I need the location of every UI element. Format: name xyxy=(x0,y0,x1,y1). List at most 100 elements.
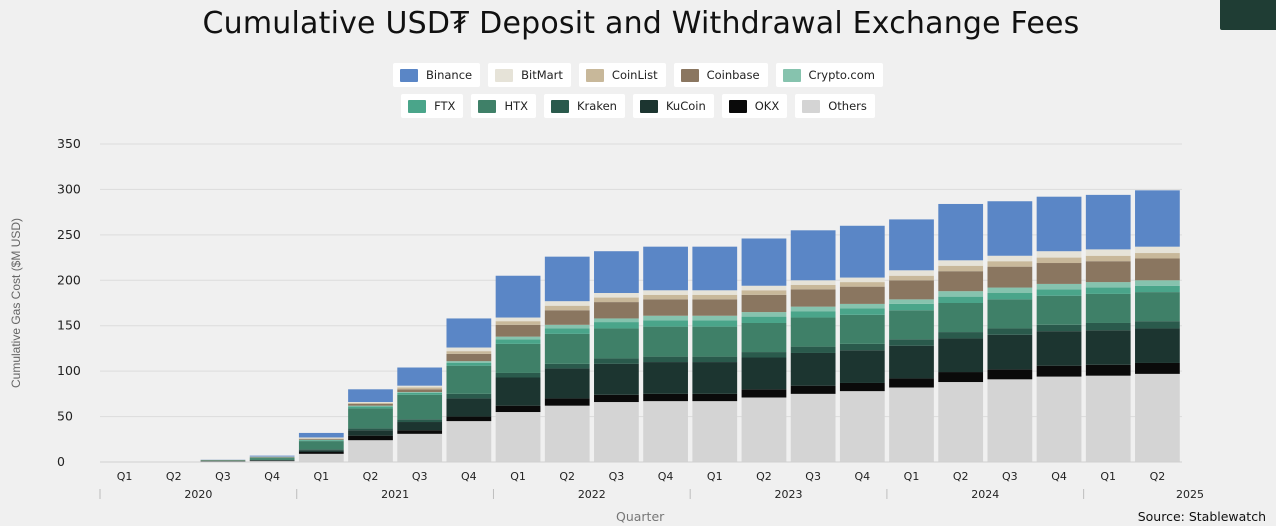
bar-segment-crypto-com xyxy=(397,392,443,393)
bar-segment-bitmart xyxy=(495,317,541,322)
bar-segment-coinlist xyxy=(446,351,492,354)
bar-segment-bitmart xyxy=(889,270,934,276)
bar-segment-binance xyxy=(741,238,787,286)
bar-segment-coinbase xyxy=(348,403,393,406)
x-tick-label: Q4 xyxy=(461,470,477,483)
bar-segment-coinlist xyxy=(594,297,639,303)
bar-segment-kraken xyxy=(1085,322,1131,331)
bar-segment-others xyxy=(495,412,541,462)
y-axis-label: Cumulative Gas Cost ($M USD) xyxy=(9,218,23,388)
bar-segment-binance xyxy=(544,256,590,302)
legend-item-okx: OKX xyxy=(721,94,788,118)
bar-segment-okx xyxy=(889,378,934,388)
bar-segment-htx xyxy=(495,343,541,373)
bar-segment-binance xyxy=(594,251,639,293)
bar-segment-htx xyxy=(446,365,492,394)
legend-row-2: FTX HTX Kraken KuCoin OKX Others xyxy=(0,94,1276,118)
bar-segment-binance xyxy=(1135,190,1180,247)
bar-segment-binance xyxy=(643,246,688,291)
legend-swatch xyxy=(408,99,427,113)
bar-segment-htx xyxy=(987,299,1033,329)
bar-segment-coinlist xyxy=(741,290,787,295)
bar-segment-bitmart xyxy=(1135,246,1180,254)
x-tick-label: Q1 xyxy=(1100,470,1116,483)
y-tick-label: 50 xyxy=(57,409,73,424)
bar-segment-coinbase xyxy=(397,389,443,393)
bar-segment-bitmart xyxy=(348,402,393,403)
bar-segment-htx xyxy=(1135,292,1180,322)
bar-segment-bitmart xyxy=(692,290,738,295)
bar-segment-coinlist xyxy=(1036,257,1082,264)
bar-segment-crypto-com xyxy=(889,299,934,304)
bar-segment-crypto-com xyxy=(987,287,1033,293)
legend-item-kucoin: KuCoin xyxy=(632,94,714,118)
legend-swatch xyxy=(585,68,604,82)
legend-item-others: Others xyxy=(795,94,875,118)
bar-segment-binance xyxy=(495,275,541,318)
x-tick-label: Q1 xyxy=(510,470,526,483)
bar-segment-coinbase xyxy=(446,353,492,362)
bar-segment-htx xyxy=(643,326,688,357)
bar-segment-htx xyxy=(348,408,393,429)
bar-segment-bitmart xyxy=(839,277,885,283)
bar-segment-crypto-com xyxy=(446,361,492,363)
bar-segment-bitmart xyxy=(790,280,836,285)
bar-segment-binance xyxy=(839,225,885,278)
bar-segment-ftx xyxy=(1135,285,1180,293)
bar-segment-kraken xyxy=(987,328,1033,335)
bar-segment-kraken xyxy=(348,428,393,431)
bar-segment-kucoin xyxy=(839,350,885,383)
bar-segment-kucoin xyxy=(446,398,492,417)
legend-item-ftx: FTX xyxy=(401,94,464,118)
bar-segment-coinbase xyxy=(741,294,787,313)
bar-segment-ftx xyxy=(446,362,492,366)
bar-segment-kucoin xyxy=(643,362,688,394)
bar-segment-binance xyxy=(692,246,738,291)
bar-segment-crypto-com xyxy=(1135,280,1180,286)
bar-segment-binance xyxy=(1085,194,1131,250)
bar-segment-coinbase xyxy=(594,302,639,319)
legend-swatch xyxy=(495,68,514,82)
bar-segment-crypto-com xyxy=(839,303,885,309)
bar-segment-coinbase xyxy=(692,299,738,316)
bar-segment-kucoin xyxy=(692,362,738,394)
bar-segment-kraken xyxy=(594,358,639,364)
x-tick-label: Q3 xyxy=(805,470,821,483)
bar-segment-htx xyxy=(839,314,885,344)
bar-segment-htx xyxy=(1085,293,1131,323)
legend-swatch xyxy=(639,99,658,113)
bar-segment-okx xyxy=(397,430,443,434)
legend-label: HTX xyxy=(504,99,528,113)
bar-segment-others xyxy=(1135,373,1180,462)
bar-segment-ftx xyxy=(643,320,688,327)
bar-segment-ftx xyxy=(1036,289,1082,296)
bar-segment-htx xyxy=(200,460,246,462)
bar-segment-ftx xyxy=(348,406,393,409)
bar-segment-okx xyxy=(790,385,836,394)
bar-segment-kucoin xyxy=(594,363,639,395)
bar-segment-crypto-com xyxy=(544,324,590,329)
bar-segment-okx xyxy=(938,372,984,383)
bar-segment-crypto-com xyxy=(741,312,787,317)
legend-label: Binance xyxy=(426,68,473,82)
bar-segment-others xyxy=(692,401,738,462)
bar-segment-kraken xyxy=(938,332,984,339)
source-note: Source: Stablewatch xyxy=(1137,509,1266,524)
legend-swatch xyxy=(782,68,801,82)
bar-segment-others xyxy=(1085,375,1131,462)
bar-segment-kraken xyxy=(839,343,885,351)
bar-segment-coinlist xyxy=(938,265,984,272)
x-tick-label: Q3 xyxy=(215,470,231,483)
bar-segment-kucoin xyxy=(397,422,443,431)
bar-segment-coinbase xyxy=(889,280,934,300)
bar-segment-coinbase xyxy=(495,324,541,337)
bar-segment-coinbase xyxy=(298,438,344,440)
bar-segment-bitmart xyxy=(938,260,984,266)
bar-segment-ftx xyxy=(544,328,590,334)
legend-label: CoinList xyxy=(611,68,658,82)
bar-segment-htx xyxy=(692,326,738,357)
bar-segment-htx xyxy=(249,458,295,460)
bar-segment-coinbase xyxy=(839,286,885,304)
bar-segment-okx xyxy=(544,398,590,406)
bar-segment-crypto-com xyxy=(643,315,688,321)
